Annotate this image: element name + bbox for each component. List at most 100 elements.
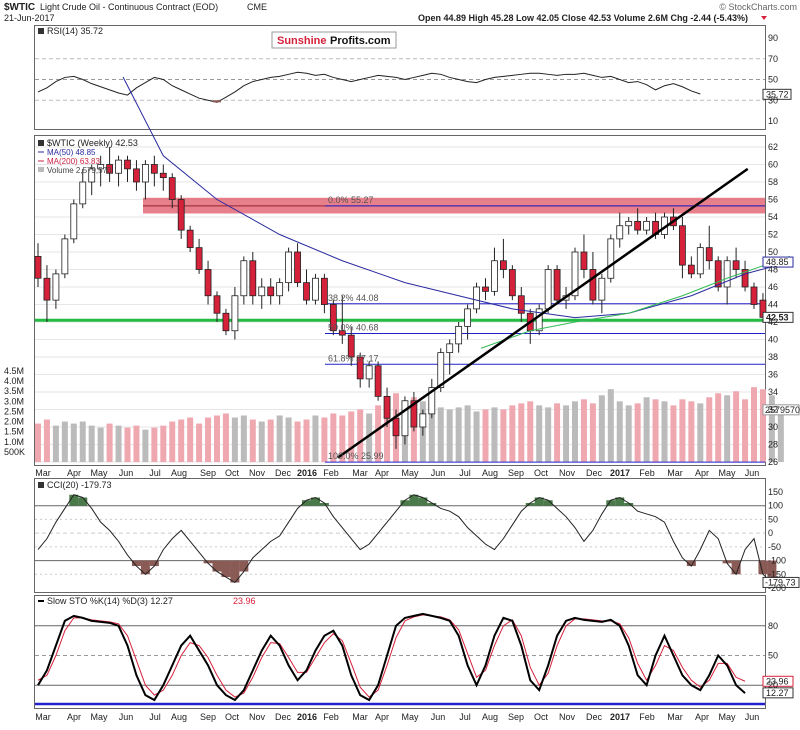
ma200-line <box>480 255 790 349</box>
cci-tick-label: -100 <box>768 556 786 566</box>
candle-body <box>437 352 445 389</box>
cci-overbought-fill <box>606 500 616 506</box>
price-tick-label: 30 <box>768 422 778 432</box>
price-tick-label: 44 <box>768 300 778 310</box>
rsi-label: RSI(14) 35.72 <box>47 26 103 36</box>
volume-bar <box>106 423 113 462</box>
x-axis-label-bottom: Aug <box>482 712 498 722</box>
volume-tick-label: 3.0M <box>4 396 24 406</box>
x-axis-label-mid: Sep <box>200 468 216 478</box>
x-axis-label-mid: Sep <box>508 468 524 478</box>
volume-bar <box>464 405 471 462</box>
candle-body <box>634 220 642 231</box>
chart-date: 21-Jun-2017 <box>4 13 55 23</box>
cci-oversold-fill <box>212 560 222 572</box>
trend-line <box>337 167 749 459</box>
cci-panel-frame <box>34 478 766 593</box>
volume-bar <box>214 415 220 462</box>
symbol-title: $WTIC <box>4 2 35 13</box>
volume-bar <box>670 405 677 462</box>
volume-bar <box>500 409 507 462</box>
x-axis-label-bottom: May <box>718 712 736 722</box>
x-axis-label-bottom: Apr <box>67 712 81 722</box>
volume-last-value: 2579570 <box>765 405 800 415</box>
cci-overbought-fill <box>302 500 311 506</box>
cci-oversold-fill <box>767 560 777 583</box>
cci-oversold-fill <box>149 560 159 567</box>
volume-bar <box>545 407 552 462</box>
volume-bar <box>303 419 310 462</box>
candle-body <box>679 225 686 266</box>
candle-body <box>643 220 650 231</box>
volume-bar <box>589 403 596 462</box>
x-axis-label-mid: May <box>90 468 108 478</box>
x-axis-label-bottom: Nov <box>559 712 576 722</box>
price-tick-label: 46 <box>768 282 778 292</box>
price-tick-label: 50 <box>768 247 778 257</box>
candle-body <box>141 164 149 183</box>
cci-label: CCI(20) -179.73 <box>47 480 112 490</box>
price-legend-swatch <box>38 140 44 146</box>
sto-d-line <box>37 614 746 698</box>
x-axis-label-mid: Apr <box>375 468 389 478</box>
x-axis-label-bottom: Sep <box>200 712 216 722</box>
volume-bar <box>321 417 328 462</box>
volume-bar <box>124 427 131 462</box>
candle-body <box>276 282 284 297</box>
cci-oversold-fill <box>140 560 150 575</box>
volume-bar <box>563 405 570 462</box>
candle-body <box>347 334 355 358</box>
candle-body <box>34 255 42 279</box>
candle-body <box>52 273 60 301</box>
x-axis-label-mid: Nov <box>559 468 576 478</box>
candle-body <box>124 159 131 170</box>
candle-body <box>159 172 167 179</box>
candle-body <box>714 260 722 288</box>
candle-body <box>195 247 203 270</box>
cci-overbought-fill <box>69 494 79 506</box>
candle-body <box>553 269 561 301</box>
price-tick-label: 48 <box>768 265 778 275</box>
sto-k-value-box <box>762 687 794 699</box>
candle-body <box>383 395 391 419</box>
volume-bar <box>751 387 757 462</box>
watermark-brand-black: Profits.com <box>330 35 391 47</box>
volume-bar <box>240 415 247 462</box>
x-axis-label-bottom: Oct <box>534 712 549 722</box>
cci-oversold-fill <box>758 560 768 575</box>
cci-overbought-fill <box>319 502 329 506</box>
rsi-tick-label: 90 <box>768 33 778 43</box>
candle-body <box>177 199 185 231</box>
candle-body <box>249 260 257 297</box>
volume-bar <box>527 401 534 462</box>
price-tick-label: 52 <box>768 230 778 240</box>
sto-label: Slow STO %K(14) %D(3) 12.27 <box>47 596 173 606</box>
x-axis-label-mid: Apr <box>695 468 709 478</box>
x-axis-label-bottom: Nov <box>249 712 266 722</box>
cci-tick-label: 0 <box>768 528 773 538</box>
cci-line <box>37 494 773 584</box>
cci-overbought-fill <box>624 502 634 506</box>
sto-tick-label: 50 <box>768 651 778 661</box>
candle-body <box>723 260 731 288</box>
ma50-last-value: 48.85 <box>766 257 789 267</box>
candle-body <box>687 264 695 275</box>
volume-bar <box>348 411 355 462</box>
candle-body <box>150 164 158 174</box>
sto-k-line <box>37 612 746 702</box>
volume-bar <box>276 415 283 462</box>
rsi-tick-label: 30 <box>768 95 778 105</box>
candle-body <box>231 295 239 332</box>
candle-body <box>97 164 105 170</box>
volume-bar <box>580 399 587 462</box>
candle-body <box>213 295 221 314</box>
x-axis-label-bottom: Jul <box>149 712 161 722</box>
x-axis-label-bottom: Jun <box>119 712 134 722</box>
x-axis-label-mid: Aug <box>171 468 187 478</box>
cci-oversold-fill <box>221 560 231 578</box>
candle-body <box>401 400 409 437</box>
candle-body <box>464 308 472 327</box>
candle-body <box>571 251 579 297</box>
volume-bar <box>222 413 229 462</box>
